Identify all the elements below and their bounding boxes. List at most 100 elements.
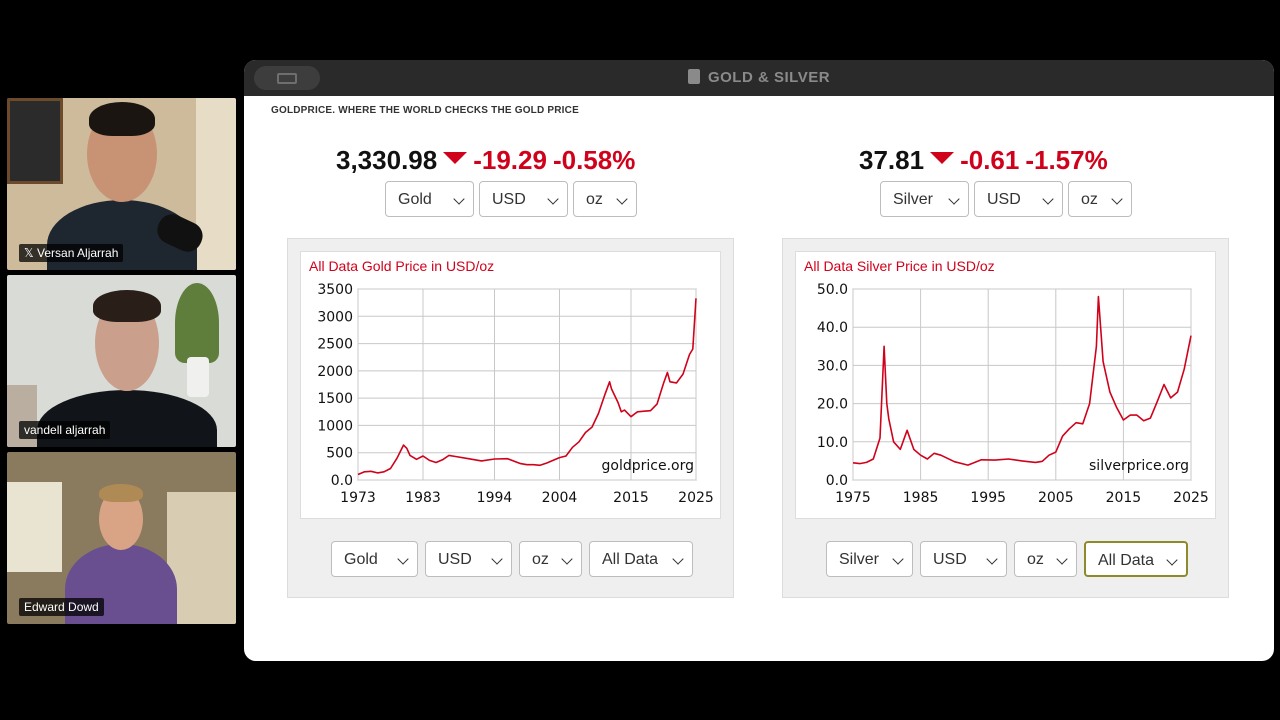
gold-chart-metal-select[interactable]: Gold (331, 541, 418, 577)
silver-price: 37.81 (859, 145, 925, 175)
gold-chart-currency-select[interactable]: USD (425, 541, 512, 577)
y-tick-label: 3500 (317, 282, 353, 298)
select-value: USD (492, 191, 526, 208)
sidebar-icon (277, 73, 297, 84)
person-hair (99, 484, 143, 502)
y-tick-label: 30.0 (817, 358, 848, 374)
x-tick-label: 2015 (1106, 490, 1142, 506)
silver-change: -0.61 (960, 145, 1020, 175)
gold-chart-panel: All Data Gold Price in USD/oz 0.0 500 1000… (287, 238, 734, 598)
video-tile-1[interactable]: 𝕏 Versan Aljarrah (7, 98, 236, 270)
silver-chart-currency-select[interactable]: USD (920, 541, 1007, 577)
window-title: GOLD & SILVER (244, 69, 1274, 86)
gold-unit-select[interactable]: oz (573, 181, 637, 217)
select-value: Gold (398, 191, 432, 208)
person-hair (89, 102, 155, 136)
gold-price-line: 3,330.98 -19.29 -0.58% (336, 145, 635, 176)
doorway (196, 98, 236, 270)
gold-chart-unit-select[interactable]: oz (519, 541, 582, 577)
chevron-down-icon (892, 553, 904, 565)
x-tick-label: 1994 (477, 490, 513, 506)
silver-price-line: 37.81 -0.61 -1.57% (859, 145, 1108, 176)
chevron-down-icon (491, 553, 503, 565)
x-tick-label: 2004 (542, 490, 578, 506)
select-value: oz (532, 551, 549, 568)
chevron-down-icon (397, 553, 409, 565)
chart-title: All Data Silver Price in USD/oz (804, 258, 995, 274)
select-value: oz (1027, 551, 1044, 568)
chevron-down-icon (948, 193, 960, 205)
participant-name: 𝕏 Versan Aljarrah (19, 244, 124, 262)
watermark-label: goldprice.org (602, 458, 694, 474)
gold-currency-select[interactable]: USD (479, 181, 568, 217)
gold-chart: All Data Gold Price in USD/oz 0.0 500 1000… (300, 251, 721, 519)
select-value: USD (933, 551, 967, 568)
y-tick-label: 0.0 (331, 473, 353, 489)
triangle-down-icon (443, 152, 468, 164)
select-value: Gold (344, 551, 378, 568)
y-tick-label: 1500 (317, 391, 353, 407)
y-tick-label: 2000 (317, 364, 353, 380)
gold-price: 3,330.98 (336, 145, 438, 175)
y-tick-label: 1000 (317, 418, 353, 434)
gold-change: -19.29 (473, 145, 547, 175)
person-hair (93, 290, 161, 322)
vase (187, 357, 209, 397)
silver-unit-select[interactable]: oz (1068, 181, 1132, 217)
gold-metal-select[interactable]: Gold (385, 181, 474, 217)
silver-chart: All Data Silver Price in USD/oz 0.0 10.0 2… (795, 251, 1216, 519)
sidebar-toggle-button[interactable] (254, 66, 320, 90)
triangle-down-icon (930, 152, 955, 164)
chart-title: All Data Gold Price in USD/oz (309, 258, 495, 274)
video-tile-2[interactable]: vandell aljarrah (7, 275, 236, 447)
chevron-down-icon (1042, 193, 1054, 205)
chevron-down-icon (561, 553, 573, 565)
x-tick-label: 2025 (1173, 490, 1209, 506)
silver-chart-unit-select[interactable]: oz (1014, 541, 1077, 577)
silver-chart-panel: All Data Silver Price in USD/oz 0.0 10.0 2… (782, 238, 1229, 598)
select-value: All Data (1098, 552, 1155, 569)
y-tick-label: 0.0 (826, 473, 848, 489)
x-tick-label: 1983 (405, 490, 441, 506)
x-tick-label: 2005 (1038, 490, 1074, 506)
y-tick-label: 40.0 (817, 320, 848, 336)
gold-percent: -0.58% (552, 145, 636, 175)
site-brand: GOLDPRICE. WHERE THE WORLD CHECKS THE GO… (271, 105, 579, 116)
watermark-label: silverprice.org (1089, 458, 1189, 474)
plot-area (852, 288, 1192, 481)
silver-currency-select[interactable]: USD (974, 181, 1063, 217)
series-line (852, 295, 1192, 466)
y-tick-label: 3000 (317, 309, 353, 325)
x-tick-label: 2015 (613, 490, 649, 506)
y-tick-label: 50.0 (817, 282, 848, 298)
gold-chart-range-select[interactable]: All Data (589, 541, 693, 577)
y-tick-label: 20.0 (817, 397, 848, 413)
chevron-down-icon (453, 193, 465, 205)
x-tick-label: 1985 (903, 490, 939, 506)
chevron-down-icon (1166, 554, 1178, 566)
x-tick-label: 2025 (678, 490, 714, 506)
browser-window: GOLD & SILVER GOLDPRICE. WHERE THE WORLD… (244, 60, 1274, 661)
chevron-down-icon (986, 553, 998, 565)
cabinet (167, 492, 236, 624)
plot-area (357, 288, 697, 481)
chevron-down-icon (547, 193, 559, 205)
title-bar: GOLD & SILVER (244, 60, 1274, 96)
x-tick-label: 1973 (340, 490, 376, 506)
wall-tv (7, 98, 63, 184)
plant (175, 283, 219, 363)
y-tick-label: 10.0 (817, 435, 848, 451)
select-value: oz (1081, 191, 1098, 208)
select-value: Silver (893, 191, 934, 208)
select-value: USD (438, 551, 472, 568)
select-value: All Data (602, 551, 659, 568)
chevron-down-icon (616, 193, 628, 205)
silver-chart-metal-select[interactable]: Silver (826, 541, 913, 577)
video-tile-3[interactable]: Edward Dowd (7, 452, 236, 624)
x-tick-label: 1995 (970, 490, 1006, 506)
chevron-down-icon (1111, 193, 1123, 205)
silver-chart-range-select[interactable]: All Data (1084, 541, 1188, 577)
silver-metal-select[interactable]: Silver (880, 181, 969, 217)
select-value: oz (586, 191, 603, 208)
gold-chart-svg: 0.0 500 1000 1500 2000 2500 3000 3500 1973 1983 19… (317, 282, 714, 506)
